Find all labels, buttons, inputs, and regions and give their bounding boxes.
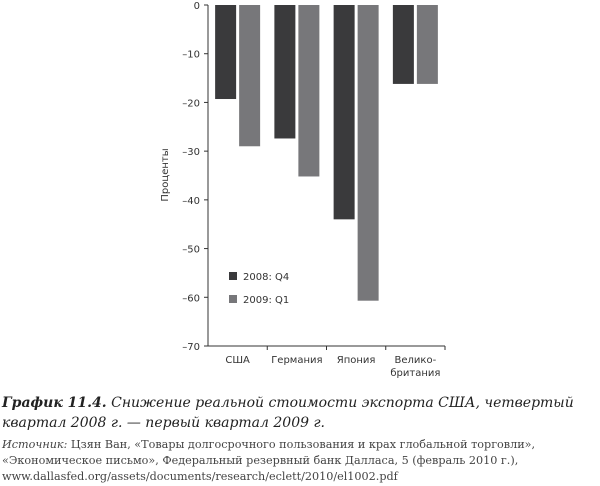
category-label: Япония — [337, 355, 376, 366]
legend-swatch — [229, 272, 237, 280]
y-tick-label: –10 — [182, 50, 200, 61]
bar-chart: 0 –10 –20 –30 –40 –50 –60 –70 Проценты США Германи… — [160, 1, 446, 379]
source-label: Источник: — [2, 438, 68, 451]
bar-q4-2008-3 — [392, 5, 414, 84]
bar-q1-2009-0 — [239, 5, 261, 147]
category-label: Германия — [271, 355, 322, 366]
y-tick-label: –50 — [182, 245, 200, 256]
bar-q4-2008-2 — [333, 5, 355, 220]
bar-q4-2008-1 — [274, 5, 296, 139]
source-text: Цзян Ван, «Товары долгосрочного пользова… — [2, 438, 536, 483]
legend-label: 2008: Q4 — [243, 272, 289, 283]
figure-source: Источник: Цзян Ван, «Товары долгосрочног… — [2, 437, 598, 485]
caption-label: График 11.4. — [2, 395, 107, 411]
bar-q1-2009-2 — [357, 5, 379, 301]
y-tick-label: –70 — [182, 342, 200, 353]
y-tick-label: –20 — [182, 98, 200, 109]
legend-swatch — [229, 295, 237, 303]
y-tick-label: –40 — [182, 196, 200, 207]
y-axis-label: Проценты — [160, 148, 171, 201]
y-tick-label: –30 — [182, 147, 200, 158]
category-label: Велико-британия — [390, 355, 440, 379]
legend-label: 2009: Q1 — [243, 295, 289, 306]
figure-caption: График 11.4. Снижение реальной стоимости… — [2, 393, 598, 433]
y-tick-label: –60 — [182, 293, 200, 304]
caption-text: Снижение реальной стоимости экспорта США… — [2, 395, 574, 431]
y-tick-label: 0 — [194, 1, 200, 12]
category-label: США — [225, 355, 250, 366]
bar-q4-2008-0 — [215, 5, 237, 100]
bar-q1-2009-3 — [416, 5, 438, 84]
bar-q1-2009-1 — [298, 5, 320, 177]
